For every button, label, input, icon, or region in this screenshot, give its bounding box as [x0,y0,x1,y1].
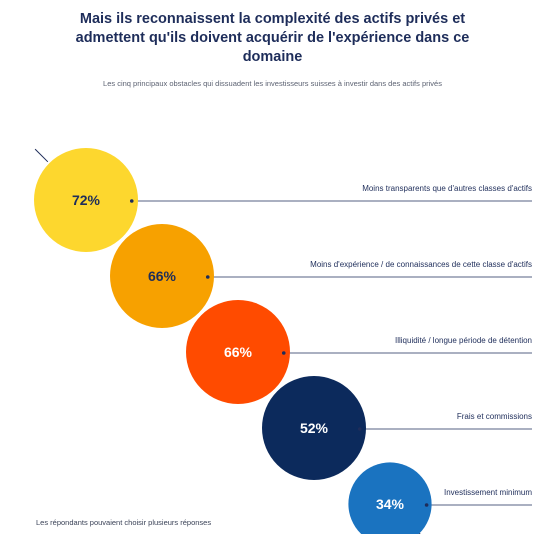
chart-subtitle: Les cinq principaux obstacles qui dissua… [103,79,442,88]
data-label: 66% [148,268,177,284]
data-label: 52% [300,420,329,436]
leader-dot [281,351,286,355]
axis-tick-top [34,148,49,163]
leader-dot [424,503,429,507]
leader-dot [205,275,210,279]
bubble [34,148,138,252]
leader-dot [129,199,134,203]
data-label: 34% [376,496,405,512]
bubble [186,300,290,404]
category-label: Moins transparents que d'autres classes … [362,184,532,193]
data-label: 66% [224,344,253,360]
bubble [110,224,214,328]
category-label: Investissement minimum [444,488,532,497]
bubble [262,376,366,480]
footnote: Les répondants pouvaient choisir plusieu… [36,518,212,527]
chart-title: Mais ils reconnaissent la complexité des… [75,11,470,65]
category-label: Moins d'expérience / de connaissances de… [310,260,532,269]
leader-dot [357,427,362,431]
data-label: 72% [72,192,101,208]
category-label: Illiquidité / longue période de détentio… [395,336,532,345]
bubble [348,462,432,534]
category-label: Frais et commissions [457,412,532,421]
